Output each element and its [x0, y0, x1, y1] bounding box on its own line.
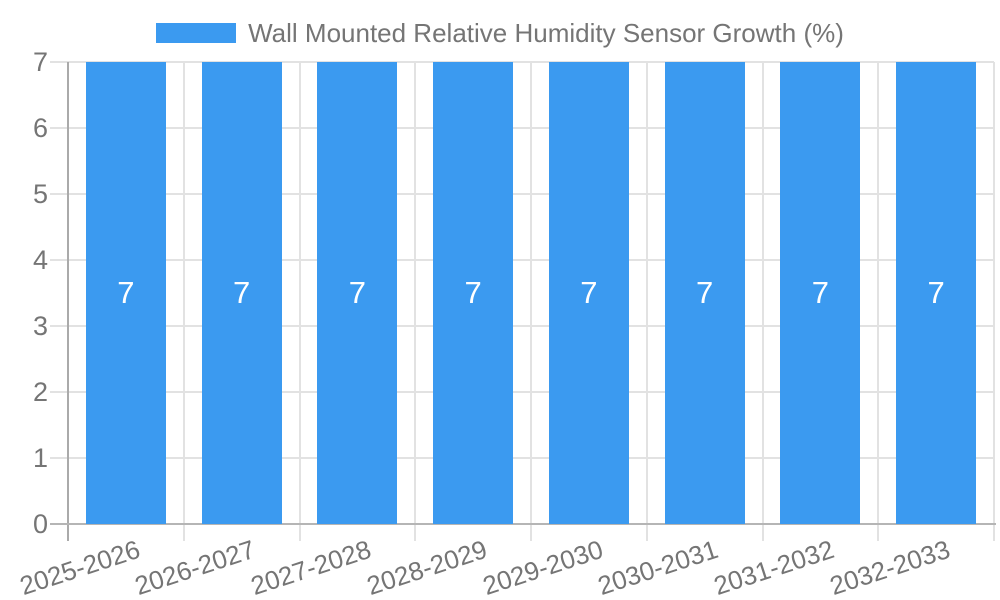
x-axis-tick [993, 524, 995, 541]
y-gridline [50, 325, 994, 327]
y-axis-line [67, 62, 69, 541]
y-axis-tick-label: 6 [32, 113, 48, 143]
x-gridline [414, 62, 417, 524]
x-axis-category-label: 2029-2030 [478, 534, 607, 600]
y-axis-tick-label: 7 [32, 47, 48, 77]
x-axis-tick [645, 524, 648, 541]
x-gridline [761, 62, 764, 524]
x-axis-tick [530, 524, 532, 541]
x-axis-tick [182, 524, 185, 541]
x-gridline [877, 62, 880, 524]
x-axis-category-label: 2027-2028 [247, 534, 375, 600]
x-axis-tick [761, 524, 764, 541]
x-axis-category-label: 2026-2027 [131, 534, 259, 600]
y-axis-tick-label: 2 [32, 377, 48, 407]
legend-label: Wall Mounted Relative Humidity Sensor Gr… [248, 18, 844, 48]
bar-2027-2028[interactable] [317, 62, 398, 524]
x-gridline [298, 62, 301, 524]
y-gridline [50, 457, 994, 459]
y-axis-tick-label: 4 [32, 245, 48, 275]
legend-swatch [156, 23, 237, 43]
x-axis-line [50, 523, 996, 525]
bar-2028-2029[interactable] [433, 62, 514, 524]
bar-2030-2031[interactable] [664, 62, 745, 524]
y-gridline [50, 391, 994, 393]
legend-item[interactable]: Wall Mounted Relative Humidity Sensor Gr… [0, 16, 1000, 50]
x-axis-tick [877, 524, 880, 541]
y-gridline [50, 61, 994, 63]
bar-2031-2032[interactable] [780, 62, 861, 524]
bar-2032-2033[interactable] [896, 62, 977, 524]
x-axis-tick [414, 524, 417, 541]
x-gridline [182, 62, 185, 524]
y-axis-tick-label: 1 [32, 443, 48, 473]
y-gridline [50, 193, 994, 195]
x-gridline [645, 62, 648, 524]
x-axis-tick [298, 524, 301, 541]
x-axis-category-label: 2031-2032 [710, 534, 838, 600]
x-axis-category-label: 2030-2031 [594, 534, 722, 600]
bar-2026-2027[interactable] [201, 62, 282, 524]
bar-2025-2026[interactable] [85, 62, 166, 524]
x-gridline [530, 62, 532, 524]
y-axis-tick-label: 0 [32, 509, 48, 539]
y-axis-tick-label: 5 [32, 179, 48, 209]
x-gridline [993, 62, 995, 524]
y-gridline [50, 127, 994, 129]
y-axis-tick-label: 3 [32, 311, 48, 341]
y-gridline [50, 259, 994, 261]
bar-2029-2030[interactable] [548, 62, 629, 524]
x-axis-category-label: 2025-2026 [15, 534, 144, 600]
x-axis-category-label: 2032-2033 [825, 534, 954, 600]
x-axis-category-label: 2028-2029 [362, 534, 491, 600]
